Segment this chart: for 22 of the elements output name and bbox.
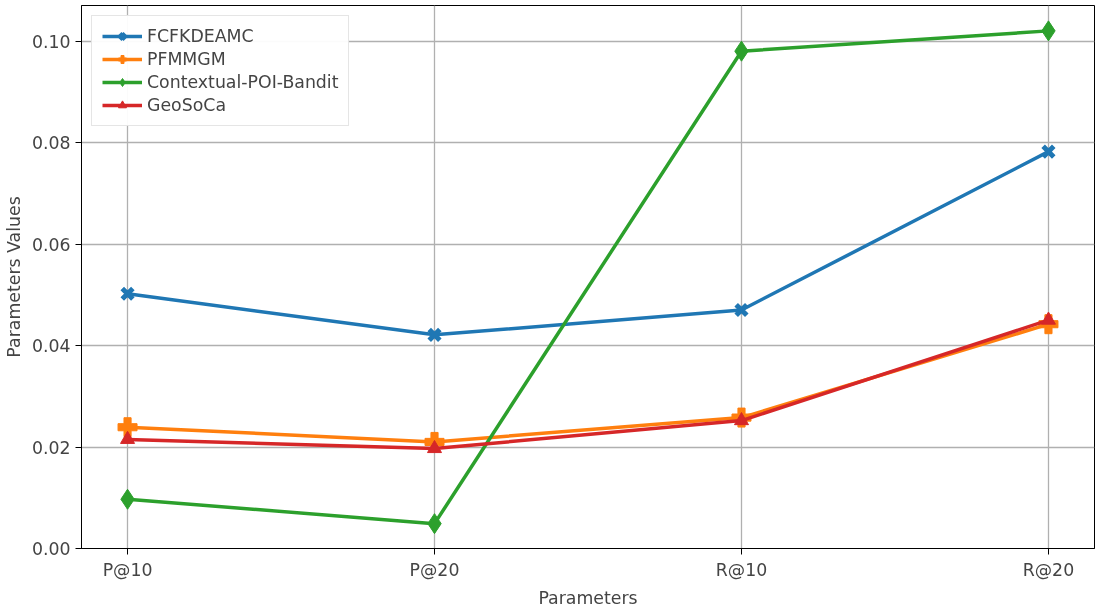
x-axis-title: Parameters <box>538 587 638 608</box>
y-tick-label: 0.02 <box>31 437 71 458</box>
point <box>1040 143 1057 160</box>
legend-label: Contextual-POI-Bandit <box>147 72 339 92</box>
x-tick-label: P@20 <box>409 559 460 580</box>
y-axis-title: Parameters Values <box>3 196 24 358</box>
point <box>426 327 443 343</box>
point <box>119 285 136 302</box>
x-tick-label: R@20 <box>1022 559 1075 580</box>
legend-label: FCFKDEAMC <box>147 26 254 46</box>
point <box>120 430 136 444</box>
point <box>733 302 750 318</box>
y-tick-label: 0.04 <box>31 336 71 357</box>
legend-label: GeoSoCa <box>147 95 227 115</box>
x-tick-label: R@10 <box>715 559 768 580</box>
x-tick-label: P@10 <box>102 559 153 580</box>
y-tick-label: 0.00 <box>31 539 71 559</box>
y-tick-label: 0.06 <box>31 234 71 255</box>
y-tick-label: 0.08 <box>31 133 71 154</box>
point <box>427 439 443 454</box>
legend-label: PFMMGM <box>147 49 226 69</box>
y-tick-label: 0.10 <box>31 31 71 52</box>
